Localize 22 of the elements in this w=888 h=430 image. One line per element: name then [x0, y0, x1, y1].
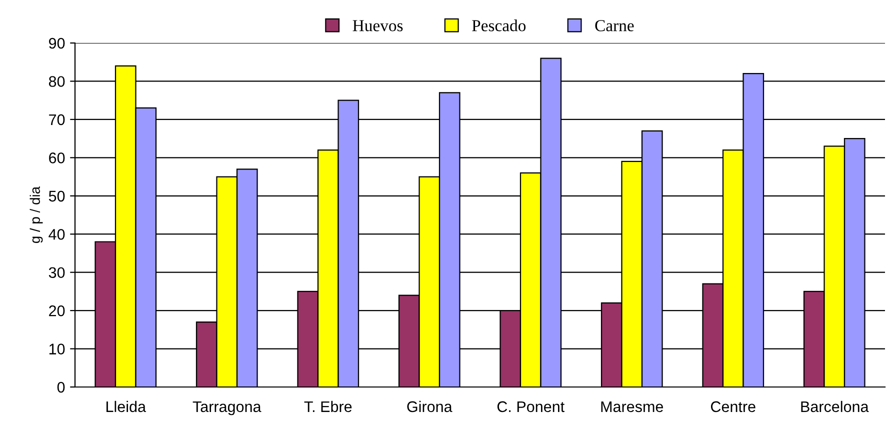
legend-label: Pescado [472, 20, 526, 32]
y-tick-label: 90 [49, 38, 65, 49]
y-tick-label: 10 [49, 344, 65, 354]
x-tick-label: T. Ebre [304, 400, 352, 412]
y-tick-label: 50 [48, 190, 65, 202]
y-axis-title: g / p / dia [30, 186, 43, 243]
x-tick-label: Lleida [106, 400, 146, 412]
x-tick-label: Barcelona [801, 400, 869, 412]
x-tick-label: Girona [407, 400, 452, 412]
legend-label: Carne [595, 20, 634, 32]
x-tick-label: Centre [710, 401, 756, 412]
x-tick-label: C. Ponent [497, 401, 564, 412]
y-tick-label: 30 [48, 267, 65, 278]
x-tick-label: Tarragona [192, 401, 262, 416]
y-tick-label: 60 [49, 152, 65, 164]
x-tick-label: Maresme [601, 401, 664, 412]
legend-label: Huevos [352, 20, 403, 32]
y-tick-label: 70 [49, 114, 65, 126]
y-tick-label: 0 [57, 382, 65, 393]
y-tick-label: 40 [48, 228, 65, 240]
y-tick-label: 80 [48, 76, 65, 87]
y-tick-label: 20 [49, 305, 65, 316]
